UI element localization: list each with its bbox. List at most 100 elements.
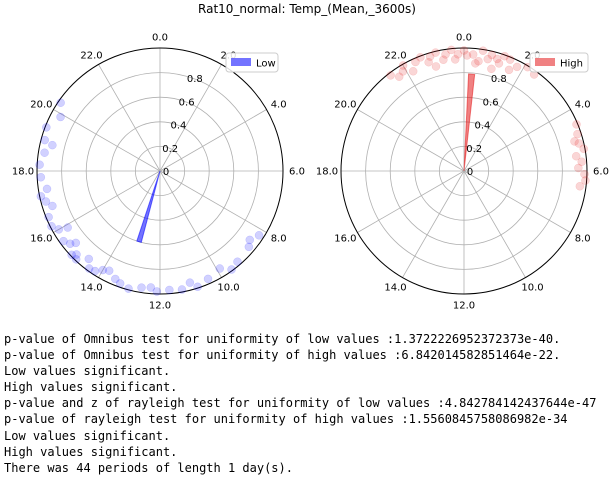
data-point bbox=[425, 52, 435, 61]
data-point bbox=[59, 236, 68, 246]
legend-swatch bbox=[535, 58, 555, 66]
data-point bbox=[104, 266, 114, 275]
hour-tick-label: 6.0 bbox=[593, 167, 609, 178]
hour-tick-label: 18.0 bbox=[12, 167, 34, 178]
hour-tick-label: 22.0 bbox=[384, 50, 406, 61]
data-point bbox=[571, 151, 581, 161]
data-point bbox=[63, 223, 72, 232]
data-point bbox=[462, 51, 472, 60]
data-point bbox=[468, 50, 478, 59]
figure-title: Rat10_normal: Temp_(Mean,_3600s) bbox=[198, 2, 416, 16]
data-point bbox=[570, 137, 579, 146]
data-point bbox=[441, 50, 450, 59]
data-point bbox=[185, 278, 195, 287]
legend-label: Low bbox=[256, 59, 276, 70]
hour-tick-label: 16.0 bbox=[30, 234, 52, 245]
angular-gridline bbox=[463, 170, 526, 278]
data-point bbox=[177, 285, 187, 294]
data-point bbox=[115, 279, 125, 288]
angular-gridline bbox=[463, 64, 526, 172]
hour-tick-label: 22.0 bbox=[80, 50, 102, 61]
radial-tick-label: 0.8 bbox=[491, 74, 507, 85]
data-point bbox=[411, 57, 420, 67]
mean-vector-bar bbox=[136, 170, 161, 244]
output-line: Low values significant. bbox=[4, 428, 171, 443]
polar-frame bbox=[340, 47, 588, 295]
angular-gridline bbox=[159, 109, 267, 172]
data-point bbox=[483, 54, 493, 64]
data-point bbox=[580, 169, 589, 179]
data-point bbox=[398, 67, 408, 76]
polar-frame bbox=[36, 47, 284, 295]
hour-tick-label: 0.0 bbox=[456, 33, 472, 44]
data-point bbox=[65, 239, 75, 249]
angular-gridline bbox=[402, 170, 465, 278]
angular-gridline bbox=[159, 170, 222, 278]
data-point bbox=[42, 123, 51, 132]
data-point bbox=[165, 285, 174, 295]
data-point bbox=[72, 250, 81, 259]
legend: Low bbox=[225, 52, 279, 73]
data-point bbox=[203, 274, 213, 284]
hour-tick-label: 20.0 bbox=[334, 100, 356, 111]
console-output: p-value of Omnibus test for uniformity o… bbox=[4, 331, 596, 476]
radial-tick-label: 0 bbox=[467, 167, 473, 178]
data-point bbox=[572, 120, 581, 129]
data-point bbox=[575, 182, 585, 191]
data-point bbox=[233, 257, 242, 266]
data-point bbox=[44, 212, 53, 222]
data-point bbox=[90, 266, 100, 276]
data-point bbox=[36, 192, 46, 201]
data-point bbox=[124, 284, 133, 293]
data-point bbox=[431, 48, 440, 57]
data-point bbox=[512, 62, 522, 72]
data-point bbox=[408, 67, 418, 76]
data-point bbox=[494, 59, 504, 68]
data-point bbox=[416, 53, 425, 62]
data-point bbox=[505, 55, 515, 64]
data-point bbox=[41, 197, 51, 206]
data-point bbox=[98, 265, 108, 275]
data-point bbox=[487, 50, 497, 60]
data-point bbox=[193, 282, 202, 292]
data-point bbox=[48, 201, 57, 211]
angular-gridline bbox=[53, 170, 161, 233]
data-point bbox=[504, 65, 514, 75]
radial-tick-label: 0.2 bbox=[162, 144, 178, 155]
data-point bbox=[40, 135, 50, 145]
data-point bbox=[574, 163, 583, 173]
output-line: Low values significant. bbox=[4, 364, 171, 379]
data-point bbox=[574, 139, 584, 148]
data-point bbox=[56, 112, 65, 122]
low-polar-plot: 0.02.04.06.08.010.012.014.016.018.020.02… bbox=[12, 33, 305, 312]
output-line: High values significant. bbox=[4, 444, 178, 459]
output-line: p-value of Omnibus test for uniformity o… bbox=[4, 332, 561, 346]
data-point bbox=[394, 72, 404, 81]
data-point bbox=[54, 225, 64, 234]
legend-box bbox=[529, 52, 589, 73]
data-point bbox=[431, 62, 441, 71]
data-point bbox=[40, 148, 49, 157]
data-point bbox=[71, 255, 81, 264]
radial-tick-label: 0.8 bbox=[187, 74, 203, 85]
hour-tick-label: 4.0 bbox=[575, 100, 591, 111]
data-point bbox=[439, 55, 448, 64]
data-point bbox=[450, 55, 460, 64]
angular-gridline bbox=[357, 170, 465, 233]
angular-gridline bbox=[98, 170, 161, 278]
data-point bbox=[254, 231, 264, 240]
radial-tick-label: 0.4 bbox=[170, 121, 186, 132]
data-point bbox=[215, 264, 225, 273]
output-line: p-value and z of rayleigh test for unifo… bbox=[4, 396, 597, 411]
legend: High bbox=[529, 52, 589, 73]
radial-tick-label: 0 bbox=[163, 167, 169, 178]
hour-tick-label: 14.0 bbox=[80, 283, 102, 294]
legend-label: High bbox=[560, 59, 583, 70]
angular-gridline bbox=[98, 64, 161, 172]
data-point bbox=[84, 254, 94, 264]
angular-gridline bbox=[463, 170, 571, 233]
data-point bbox=[71, 238, 81, 248]
data-point bbox=[84, 264, 94, 273]
hour-tick-label: 12.0 bbox=[453, 301, 475, 312]
angular-gridline bbox=[159, 64, 222, 172]
